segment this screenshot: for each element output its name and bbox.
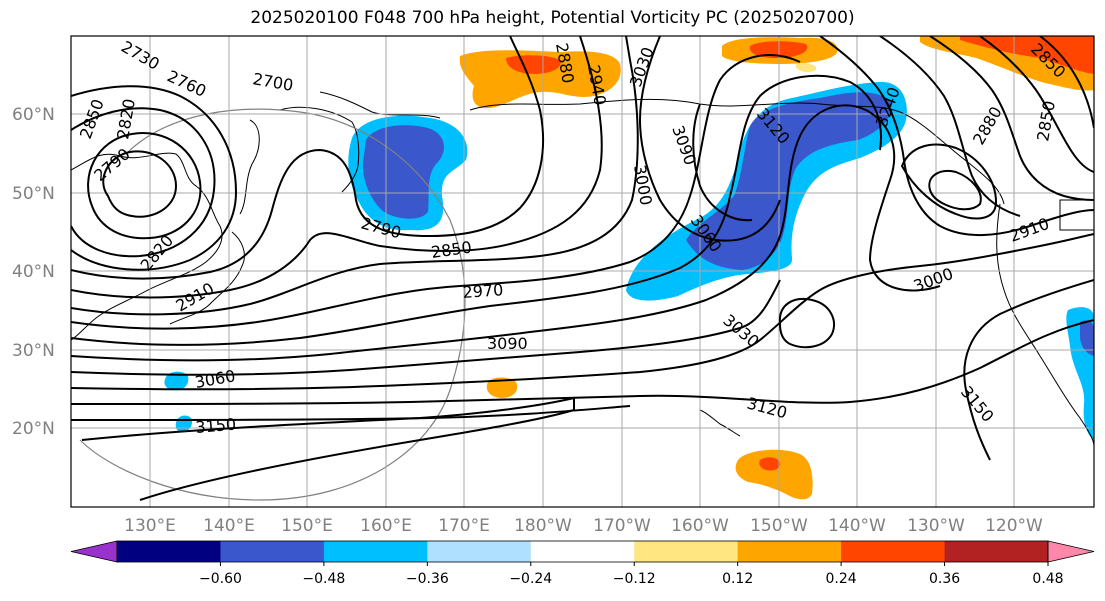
colorbar-segments [70,540,1095,563]
map-panel: 2730 2760 2700 2850 2820 2790 2880 2940 … [12,35,1095,536]
coastlines [71,91,1094,447]
pv-negative-core [362,125,444,219]
longitude-labels: 130°E 140°E 150°E 160°E 170°E 180°W 170°… [124,516,1043,536]
colorbar-tick-label: 0.24 [826,571,857,587]
colorbar-tick-label: −0.24 [509,571,552,587]
lon-label: 140°W [828,516,886,536]
pv-negative-core [1080,320,1094,356]
colorbar-tick-label: 0.48 [1032,571,1063,587]
colorbar-segment [530,541,635,562]
colorbar-segment [737,541,842,562]
lon-label: 180°W [514,516,572,536]
lon-label: 140°E [203,516,255,536]
colorbar-extend-high [1047,540,1095,563]
pv-positive-region [735,449,813,500]
colorbar-segment [117,541,221,562]
pv-pale-region [796,63,817,73]
lon-label: 160°E [360,516,412,536]
colorbar-tick-label: 0.36 [929,571,960,587]
contour-label: 3150 [195,415,237,437]
lon-label: 170°E [438,516,490,536]
lon-label: 150°E [281,516,333,536]
colorbar-segment [634,541,739,562]
pv-positive-region [486,377,518,398]
colorbar: −0.60 −0.48 −0.36 −0.24 −0.12 0.12 0.24 0.36 0.4… [70,540,1095,587]
colorbar-tick-label: −0.60 [199,571,242,587]
contour-label: 3090 [487,334,528,353]
lat-label: 60°N [12,105,55,125]
colorbar-tick-labels: −0.60 −0.48 −0.36 −0.24 −0.12 0.12 0.24 0.36 0.4… [199,562,1064,587]
lat-label: 50°N [12,184,55,204]
latitude-labels: 60°N 50°N 40°N 30°N 20°N [12,105,55,439]
height-contours [71,36,1094,501]
lon-label: 130°E [124,516,176,536]
contour-label: 2970 [462,280,504,302]
chart-title: 2025020100 F048 700 hPa height, Potentia… [250,8,855,28]
colorbar-tick-label: −0.48 [302,571,345,587]
lon-label: 150°W [750,516,808,536]
colorbar-tick-label: −0.12 [613,571,656,587]
colorbar-segment [323,541,428,562]
colorbar-segment [220,541,325,562]
colorbar-segment [944,541,1049,562]
colorbar-outline [116,540,1049,563]
lon-label: 160°W [671,516,729,536]
colorbar-segment [427,541,532,562]
pv-shading [164,36,1094,500]
colorbar-tick-label: −0.36 [406,571,449,587]
lat-label: 30°N [12,341,55,361]
map-frame [70,35,1095,508]
pv-positive-region [459,50,621,109]
lon-label: 170°W [593,516,651,536]
lon-label: 120°W [985,516,1043,536]
lat-label: 40°N [12,262,55,282]
colorbar-tick-label: 0.12 [722,571,753,587]
lat-label: 20°N [12,419,55,439]
colorbar-segment [841,541,946,562]
pv-positive-core [759,457,781,471]
pv-positive-core [506,55,561,74]
colorbar-extend-low [70,540,118,563]
lon-label: 130°W [907,516,965,536]
pv-negative-region [164,371,189,391]
